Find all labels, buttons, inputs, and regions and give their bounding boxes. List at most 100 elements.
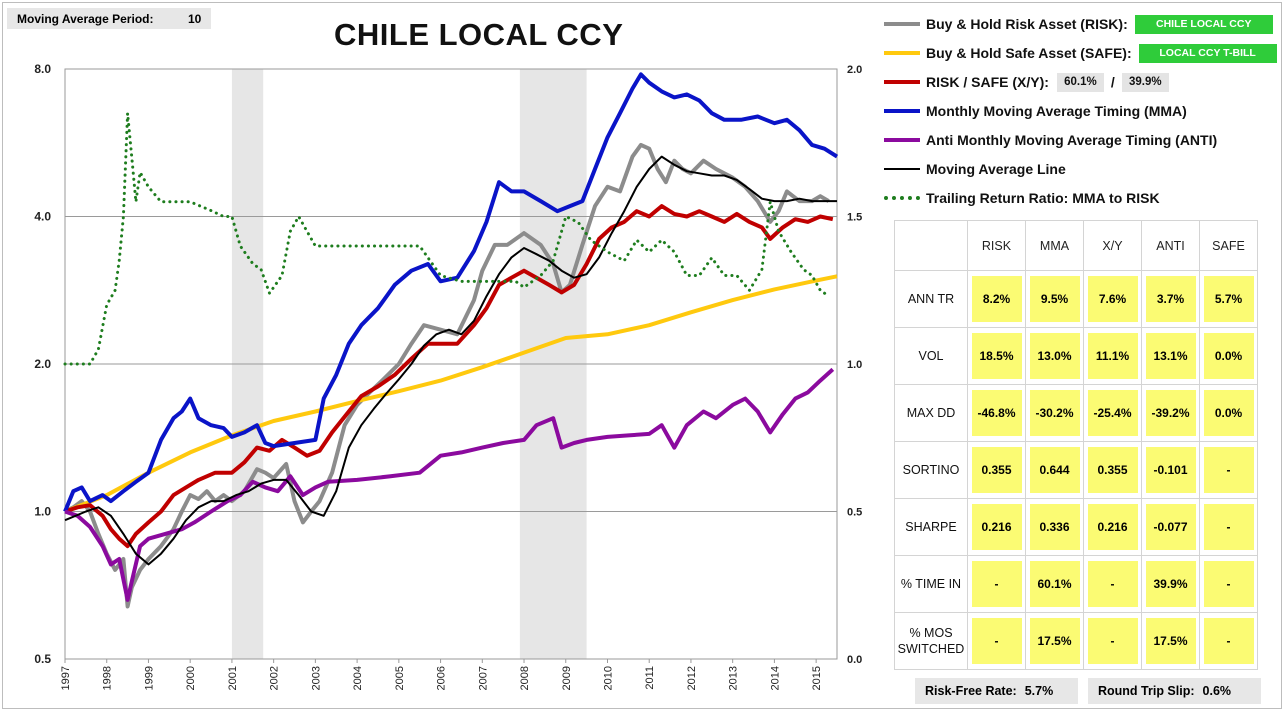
stats-row-label: SORTINO	[894, 441, 968, 499]
stats-cell: -	[1199, 441, 1258, 499]
x-tick-label: 2013	[728, 666, 740, 690]
x-tick-label: 2011	[644, 666, 656, 690]
stats-cell: 8.2%	[967, 270, 1026, 328]
stats-cell: 17.5%	[1141, 612, 1200, 670]
stats-value: -	[1203, 504, 1254, 550]
chart-title: CHILE LOCAL CCY	[334, 17, 624, 52]
x-tick-label: 2001	[227, 666, 239, 690]
y-tick-label: 0.5	[34, 652, 51, 666]
stats-cell: 0.0%	[1199, 327, 1258, 385]
stats-value: -30.2%	[1029, 390, 1080, 436]
stats-row-vol: VOL 18.5% 13.0% 11.1% 13.1% 0.0%	[894, 327, 1258, 385]
y-tick-label: 8.0	[34, 62, 51, 76]
stats-value: -39.2%	[1145, 390, 1196, 436]
stats-row-label: ANN TR	[894, 270, 968, 328]
stats-cell: -	[967, 612, 1026, 670]
stats-cell: -0.077	[1141, 498, 1200, 556]
legend-risk-label: Buy & Hold Risk Asset (RISK):	[926, 16, 1128, 32]
stats-cell: 0.336	[1025, 498, 1084, 556]
x-tick-label: 2008	[519, 666, 531, 690]
stats-value: 60.1%	[1029, 561, 1080, 607]
legend-trr: Trailing Return Ratio: MMA to RISK	[884, 188, 1160, 208]
legend-anti: Anti Monthly Moving Average Timing (ANTI…	[884, 130, 1217, 150]
stats-row-label: % TIME IN	[894, 555, 968, 613]
stats-row-sharpe: SHARPE 0.216 0.336 0.216 -0.077 -	[894, 498, 1258, 556]
y2-tick-label: 2.0	[847, 64, 862, 76]
round-trip-slip-value: 0.6%	[1202, 684, 1232, 698]
series-line-moving-average-line	[64, 155, 837, 566]
stats-value: -	[971, 561, 1022, 607]
stats-value: 9.5%	[1029, 276, 1080, 322]
stats-cell: 0.644	[1025, 441, 1084, 499]
legend-xy-swatch	[884, 80, 920, 84]
stats-cell: 0.216	[1083, 498, 1142, 556]
x-tick-label: 2014	[769, 666, 781, 690]
stats-row-label: SHARPE	[894, 498, 968, 556]
stats-value: 7.6%	[1087, 276, 1138, 322]
x-tick-label: 2002	[269, 666, 281, 690]
stats-value: 39.9%	[1145, 561, 1196, 607]
legend-ma: Moving Average Line	[884, 159, 1066, 179]
stats-header-row: RISK MMA X/Y ANTI SAFE	[894, 220, 1258, 271]
stats-value: 0.355	[1087, 447, 1138, 493]
round-trip-slip-label: Round Trip Slip:	[1098, 684, 1195, 698]
stats-value: -	[1203, 447, 1254, 493]
stats-cell: -30.2%	[1025, 384, 1084, 442]
stats-table: RISK MMA X/Y ANTI SAFE ANN TR 8.2% 9.5% …	[894, 220, 1258, 670]
x-tick-label: 2015	[811, 666, 823, 690]
stats-col-mma: MMA	[1025, 220, 1084, 271]
stats-cell: -	[1199, 612, 1258, 670]
x-tick-label: 1998	[102, 666, 114, 690]
stats-value: -0.101	[1145, 447, 1196, 493]
y2-tick-label: 0.5	[847, 507, 862, 519]
stats-cell: 17.5%	[1025, 612, 1084, 670]
stats-cell: 60.1%	[1025, 555, 1084, 613]
stats-value: 0.216	[971, 504, 1022, 550]
stats-row-label: VOL	[894, 327, 968, 385]
stats-cell: -	[1199, 498, 1258, 556]
stats-value: -	[1087, 618, 1138, 664]
stats-col-risk: RISK	[967, 220, 1026, 271]
stats-cell: -	[1083, 612, 1142, 670]
stats-cell: 3.7%	[1141, 270, 1200, 328]
stats-cell: 5.7%	[1199, 270, 1258, 328]
series-line-safe	[64, 274, 838, 514]
stats-col-xy: X/Y	[1083, 220, 1142, 271]
stats-cell: 0.0%	[1199, 384, 1258, 442]
stats-cell: -46.8%	[967, 384, 1026, 442]
stats-cell: 0.355	[1083, 441, 1142, 499]
risk-asset-tag: CHILE LOCAL CCY	[1134, 14, 1273, 34]
legend-safe-label: Buy & Hold Safe Asset (SAFE):	[926, 45, 1132, 61]
x-tick-label: 1997	[60, 666, 72, 690]
stats-row-label: % MOS SWITCHED	[894, 612, 968, 670]
legend-safe: Buy & Hold Safe Asset (SAFE): LOCAL CCY …	[884, 43, 1277, 63]
y-tick-label: 2.0	[34, 357, 51, 371]
legend-xy-label: RISK / SAFE (X/Y):	[926, 74, 1049, 90]
round-trip-slip-box: Round Trip Slip: 0.6%	[1088, 678, 1261, 704]
y-tick-label: 1.0	[34, 505, 51, 519]
stats-cell: -39.2%	[1141, 384, 1200, 442]
legend-anti-swatch	[884, 138, 920, 142]
stats-cell: 9.5%	[1025, 270, 1084, 328]
stats-col-anti: ANTI	[1141, 220, 1200, 271]
stats-value: 17.5%	[1145, 618, 1196, 664]
stats-cell: 39.9%	[1141, 555, 1200, 613]
legend-trr-swatch	[884, 196, 920, 200]
stats-cell: -	[967, 555, 1026, 613]
stats-value: 13.0%	[1029, 333, 1080, 379]
x-tick-label: 2009	[561, 666, 573, 690]
stats-value: 0.0%	[1203, 333, 1254, 379]
stats-cell: -25.4%	[1083, 384, 1142, 442]
stats-value: 0.644	[1029, 447, 1080, 493]
stats-value: 13.1%	[1145, 333, 1196, 379]
stats-row-sortino: SORTINO 0.355 0.644 0.355 -0.101 -	[894, 441, 1258, 499]
legend-anti-label: Anti Monthly Moving Average Timing (ANTI…	[926, 132, 1218, 148]
stats-cell: -0.101	[1141, 441, 1200, 499]
stats-cell: 18.5%	[967, 327, 1026, 385]
moving-average-period-value: 10	[188, 11, 202, 26]
y-tick-label: 4.0	[34, 210, 51, 224]
stats-value: 0.336	[1029, 504, 1080, 550]
series-line-anti	[64, 367, 835, 602]
stats-cell: 0.355	[967, 441, 1026, 499]
x-tick-label: 2000	[185, 666, 197, 690]
